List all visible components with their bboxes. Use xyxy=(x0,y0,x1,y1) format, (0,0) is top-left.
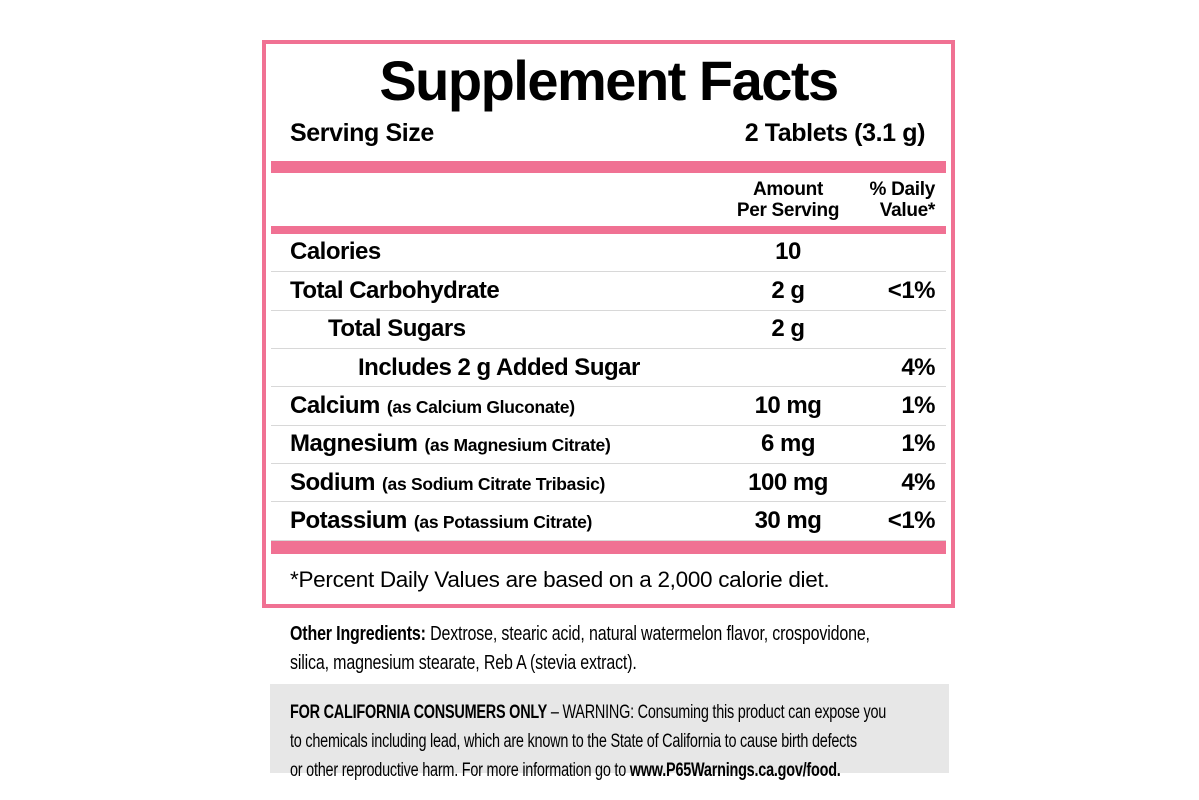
table-row-calcium: Calcium (as Calcium Gluconate) 10 mg 1% xyxy=(271,387,946,426)
nutrient-detail: (as Sodium Citrate Tribasic) xyxy=(382,473,606,494)
nutrient-name: Total Carbohydrate xyxy=(290,276,500,304)
nutrient-detail: (as Calcium Gluconate) xyxy=(386,396,575,417)
column-header-daily-value: % Daily Value* xyxy=(869,178,936,221)
pink-divider-bar-serving xyxy=(271,160,946,173)
nutrient-name: Magnesium xyxy=(290,430,418,458)
serving-size-value: 2 Tablets (3.1 g) xyxy=(744,118,926,147)
column-header-amount: Amount Per Serving xyxy=(736,178,840,221)
nutrient-name: Includes 2 g Added Sugar xyxy=(358,353,640,381)
serving-size-row: Serving Size 2 Tablets (3.1 g) xyxy=(266,119,951,148)
nutrient-amount: 100 mg xyxy=(748,468,828,496)
nutrient-daily-value: 4% xyxy=(901,468,935,496)
california-warning-line1: FOR CALIFORNIA CONSUMERS ONLY – WARNING:… xyxy=(290,702,887,723)
panel-title: Supplement Facts xyxy=(379,49,839,112)
nutrient-amount: 2 g xyxy=(771,315,805,343)
table-row-potassium: Potassium (as Potassium Citrate) 30 mg <… xyxy=(271,502,946,541)
pink-divider-bar-bottom xyxy=(271,540,946,554)
nutrient-detail: (as Magnesium Citrate) xyxy=(424,435,611,456)
nutrient-name: Sodium xyxy=(290,468,376,496)
pink-divider-bar-header xyxy=(271,225,946,234)
p65-warnings-url: www.P65Warnings.ca.gov/food. xyxy=(629,760,841,781)
table-row-sodium: Sodium (as Sodium Citrate Tribasic) 100 … xyxy=(271,464,946,503)
nutrient-name: Calcium xyxy=(290,391,380,419)
nutrient-table: Calories 10 Total Carbohydrate 2 g <1% T… xyxy=(271,234,946,541)
nutrient-daily-value: 1% xyxy=(901,391,935,419)
other-ingredients-line1: Other Ingredients: Dextrose, stearic aci… xyxy=(290,623,870,645)
nutrient-detail: (as Potassium Citrate) xyxy=(413,512,593,533)
california-warning-text: FOR CALIFORNIA CONSUMERS ONLY – WARNING:… xyxy=(290,698,932,785)
nutrient-daily-value: <1% xyxy=(887,276,936,304)
table-row-added-sugar: Includes 2 g Added Sugar 4% xyxy=(271,349,946,388)
table-row-magnesium: Magnesium (as Magnesium Citrate) 6 mg 1% xyxy=(271,426,946,465)
supplement-facts-panel: Supplement Facts Serving Size 2 Tablets … xyxy=(262,40,955,608)
nutrient-amount: 10 mg xyxy=(754,391,822,419)
other-ingredients-label: Other Ingredients: xyxy=(290,623,426,645)
table-row-total-carbohydrate: Total Carbohydrate 2 g <1% xyxy=(271,272,946,311)
table-row-calories: Calories 10 xyxy=(271,234,946,273)
nutrient-amount: 10 xyxy=(775,238,801,266)
nutrient-name: Total Sugars xyxy=(328,315,466,343)
nutrient-name: Calories xyxy=(290,238,381,266)
california-warning-box: FOR CALIFORNIA CONSUMERS ONLY – WARNING:… xyxy=(270,684,949,781)
table-header-row: Amount Per Serving % Daily Value* xyxy=(266,179,951,221)
california-warning-line2: to chemicals including lead, which are k… xyxy=(290,731,857,752)
california-warning-line3: or other reproductive harm. For more inf… xyxy=(290,760,841,781)
nutrient-daily-value: 1% xyxy=(901,430,935,458)
other-ingredients-line2: silica, magnesium stearate, Reb A (stevi… xyxy=(290,652,637,674)
nutrient-daily-value: <1% xyxy=(887,507,936,535)
serving-size-label: Serving Size xyxy=(290,118,434,147)
other-ingredients: Other Ingredients: Dextrose, stearic aci… xyxy=(290,620,898,678)
california-warning-label: FOR CALIFORNIA CONSUMERS ONLY xyxy=(290,702,548,723)
nutrient-amount: 2 g xyxy=(771,276,805,304)
nutrient-name: Potassium xyxy=(290,507,407,535)
table-row-total-sugars: Total Sugars 2 g xyxy=(271,311,946,349)
nutrient-daily-value: 4% xyxy=(901,353,935,381)
nutrient-amount: 30 mg xyxy=(754,507,822,535)
daily-value-footnote: *Percent Daily Values are based on a 2,0… xyxy=(290,566,830,592)
nutrient-amount: 6 mg xyxy=(760,430,816,458)
